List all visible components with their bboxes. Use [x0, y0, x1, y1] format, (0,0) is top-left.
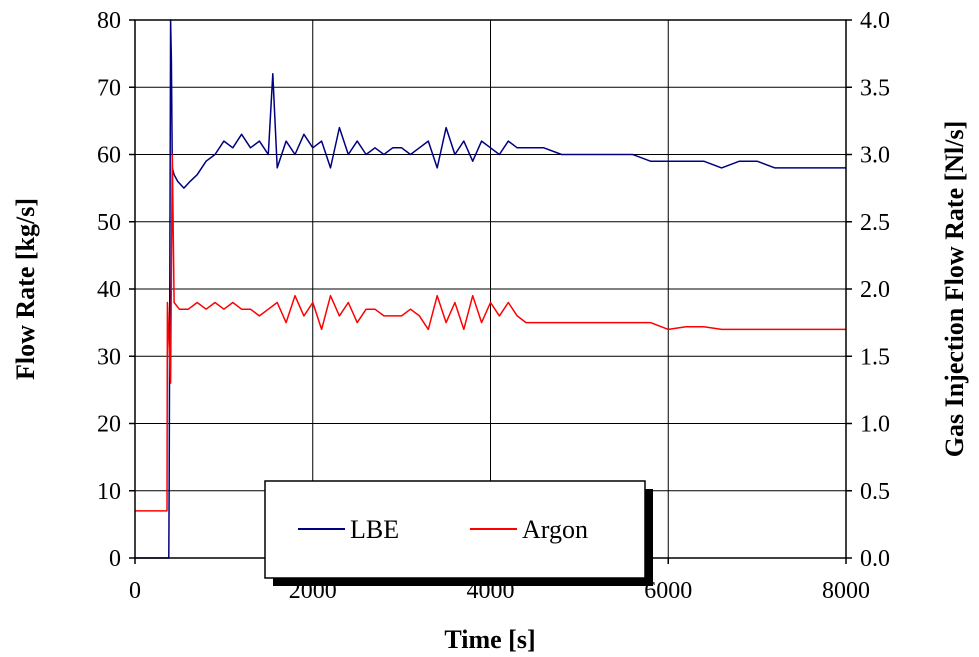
series-layer — [135, 19, 846, 559]
legend: LBE Argon — [264, 480, 653, 586]
y2-tick-label: 4.0 — [860, 8, 890, 34]
y2-axis-title: Gas Injection Flow Rate [Nl/s] — [940, 121, 969, 458]
y2-tick-label: 1.0 — [860, 412, 890, 438]
y-tick-label: 20 — [97, 412, 121, 438]
y2-tick-label: 3.0 — [860, 143, 890, 169]
y-tick-label: 0 — [109, 546, 121, 572]
legend-label-lbe: LBE — [350, 515, 399, 544]
y2-tick-label: 2.5 — [860, 210, 890, 236]
axis-ticks: 0 2000 4000 6000 8000010203040506070800.00.5… — [97, 8, 890, 604]
series-line-lbe — [135, 19, 846, 559]
y2-tick-label: 1.5 — [860, 344, 890, 370]
x-axis-title: Time [s] — [444, 625, 535, 654]
y-tick-label: 70 — [97, 75, 121, 101]
y2-tick-label: 0.0 — [860, 546, 890, 572]
y2-tick-label: 3.5 — [860, 75, 890, 101]
x-tick-label: 8000 — [822, 578, 870, 604]
y-tick-label: 10 — [97, 479, 121, 505]
y2-tick-label: 0.5 — [860, 479, 890, 505]
y2-tick-label: 2.0 — [860, 277, 890, 303]
legend-label-argon: Argon — [522, 515, 588, 544]
y-tick-label: 50 — [97, 210, 121, 236]
y-axis-title: Flow Rate [kg/s] — [11, 198, 40, 380]
grid — [135, 20, 846, 558]
y-tick-label: 80 — [97, 8, 121, 34]
series-line-argon — [135, 153, 846, 512]
y-tick-label: 60 — [97, 143, 121, 169]
y-tick-label: 30 — [97, 344, 121, 370]
y-tick-label: 40 — [97, 277, 121, 303]
x-tick-label: 0 — [129, 578, 141, 604]
